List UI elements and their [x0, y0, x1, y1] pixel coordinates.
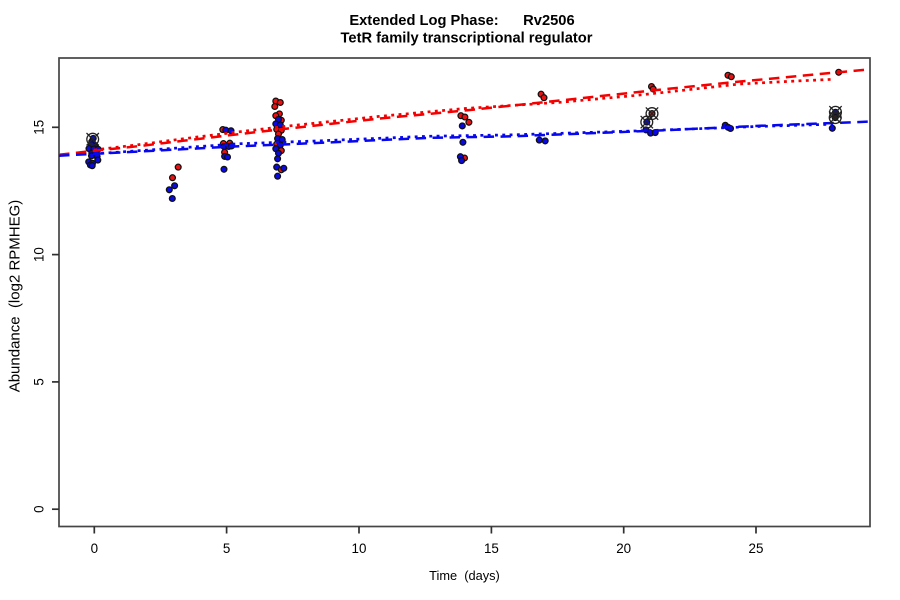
svg-text:25: 25: [749, 541, 764, 556]
svg-text:Time (days): Time (days): [429, 568, 500, 583]
svg-text:5: 5: [223, 541, 230, 556]
svg-text:0: 0: [91, 541, 98, 556]
svg-text:Abundance (log2 RPMHEG): Abundance (log2 RPMHEG): [7, 200, 24, 393]
svg-text:15: 15: [32, 120, 47, 135]
svg-text:5: 5: [32, 378, 47, 385]
svg-text:15: 15: [484, 541, 499, 556]
svg-text:10: 10: [32, 247, 47, 262]
svg-text:TetR family transcriptional re: TetR family transcriptional regulator: [341, 31, 593, 47]
svg-text:0: 0: [32, 505, 47, 512]
svg-text:20: 20: [616, 541, 631, 556]
svg-text:Extended Log Phase: Rv250: Extended Log Phase: Rv2506: [349, 13, 574, 29]
svg-text:10: 10: [352, 541, 367, 556]
